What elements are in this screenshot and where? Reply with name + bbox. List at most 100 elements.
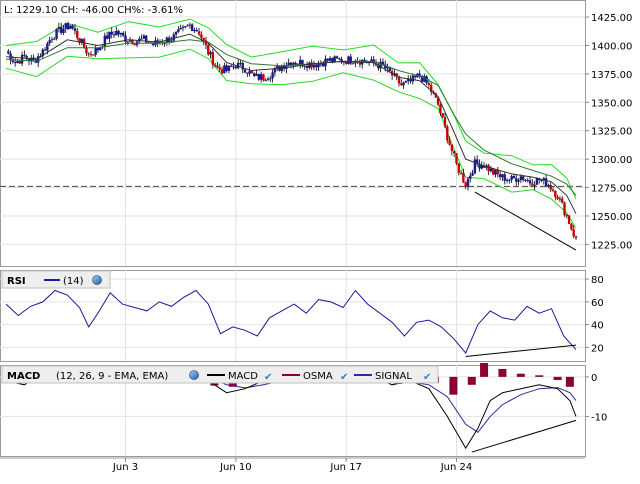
candle-body — [423, 76, 426, 82]
candle-body — [326, 58, 329, 61]
candle-body — [43, 49, 47, 51]
osma-visible-check-icon[interactable]: ✔ — [340, 372, 348, 383]
candle-body — [321, 63, 325, 67]
price-y-tick-label: 1225.00 — [591, 240, 632, 251]
candle-body — [181, 26, 185, 28]
candle-body — [563, 202, 566, 216]
candle-body — [515, 178, 518, 182]
candle-body — [464, 182, 467, 187]
price-y-tick-label: 1300.00 — [591, 155, 632, 166]
candle-body — [259, 74, 263, 80]
candle-body — [167, 37, 171, 43]
candle-body — [331, 58, 334, 62]
candle-body — [386, 66, 389, 69]
candle-body — [430, 85, 433, 92]
candle-body — [197, 31, 201, 35]
price-panel[interactable] — [0, 18, 585, 251]
candle-body — [73, 28, 77, 31]
candle-body — [436, 97, 440, 105]
osma-bar — [449, 376, 458, 395]
candle-body — [236, 62, 240, 69]
rsi-y-tick-label: 20 — [591, 343, 604, 354]
candle-body — [62, 28, 65, 34]
candle-body — [556, 196, 559, 199]
candle-body — [103, 35, 107, 47]
candle-body — [489, 168, 493, 172]
macd-settings-icon[interactable] — [189, 370, 199, 380]
candle-body — [450, 144, 454, 151]
candle-body — [119, 32, 123, 35]
signal-legend-label: SIGNAL — [375, 371, 412, 382]
x-tick-label: Jun 10 — [219, 462, 252, 473]
price-y-tick-label: 1350.00 — [591, 98, 632, 109]
candle-body — [59, 26, 63, 34]
candle-body — [544, 178, 548, 187]
macd-legend: MACD (12, 26, 9 - EMA, EMA) MACD ✔ OSMA … — [1, 365, 439, 384]
candle-body — [517, 180, 520, 182]
candle-body — [66, 23, 70, 29]
candle-body — [519, 176, 523, 181]
candle-body — [328, 58, 332, 61]
candle-body — [370, 59, 373, 63]
candle-body — [255, 73, 258, 76]
candle-body — [184, 26, 187, 28]
candle-body — [294, 62, 297, 65]
candle-body — [496, 170, 500, 175]
rsi-legend-label: (14) — [63, 276, 84, 287]
candle-body — [351, 63, 355, 65]
rsi-legend: RSI (14) — [1, 270, 111, 289]
candle-body — [528, 180, 532, 184]
candle-body — [547, 185, 550, 187]
candle-body — [133, 44, 136, 46]
macd-visible-check-icon[interactable]: ✔ — [264, 372, 272, 383]
candle-body — [349, 56, 352, 64]
candle-body — [298, 59, 302, 65]
x-tick-label: Jun 17 — [329, 462, 362, 473]
candle-body — [23, 54, 26, 57]
candle-body — [531, 183, 534, 186]
candle-body — [234, 66, 238, 69]
candle-body — [71, 25, 74, 29]
candle-body — [264, 80, 267, 82]
candle-body — [535, 177, 539, 185]
osma-legend-label: OSMA — [303, 371, 333, 382]
rsi-panel[interactable] — [5, 289, 577, 357]
macd-y-tick-label: 0 — [591, 373, 597, 384]
candle-body — [420, 75, 424, 82]
candle-body — [434, 93, 437, 98]
candle-body — [407, 78, 410, 81]
candle-body — [154, 40, 157, 45]
candle-body — [333, 56, 336, 62]
candle-body — [358, 61, 362, 65]
candle-body — [117, 30, 120, 35]
rsi-settings-icon[interactable] — [92, 275, 102, 285]
candle-body — [110, 31, 113, 35]
candle-body — [48, 40, 51, 44]
candle-body — [241, 62, 244, 70]
candle-body — [570, 223, 573, 230]
candle-body — [512, 176, 516, 179]
osma-bar — [535, 375, 544, 377]
candle-body — [16, 61, 19, 64]
candle-body — [413, 75, 417, 78]
candle-body — [505, 179, 509, 181]
candle-body — [78, 38, 81, 43]
candle-body — [287, 62, 290, 66]
candle-body — [494, 170, 497, 175]
candle-body — [526, 179, 529, 181]
candle-body — [402, 82, 405, 86]
x-tick-label: Jun 3 — [112, 462, 138, 473]
price-stats-text: L: 1229.10 CH: -46.00 CH%: -3.61% — [4, 5, 183, 16]
signal-visible-check-icon[interactable]: ✔ — [423, 372, 431, 383]
candle-body — [232, 66, 235, 68]
candle-body — [30, 57, 33, 62]
rsi-line — [5, 289, 577, 354]
candle-body — [80, 39, 84, 43]
candle-body — [163, 42, 166, 44]
candle-body — [478, 163, 481, 169]
macd-y-tick-label: -10 — [591, 412, 607, 423]
candle-body — [347, 56, 350, 65]
x-tick-label: Jun 24 — [440, 462, 473, 473]
candle-body — [457, 163, 460, 173]
